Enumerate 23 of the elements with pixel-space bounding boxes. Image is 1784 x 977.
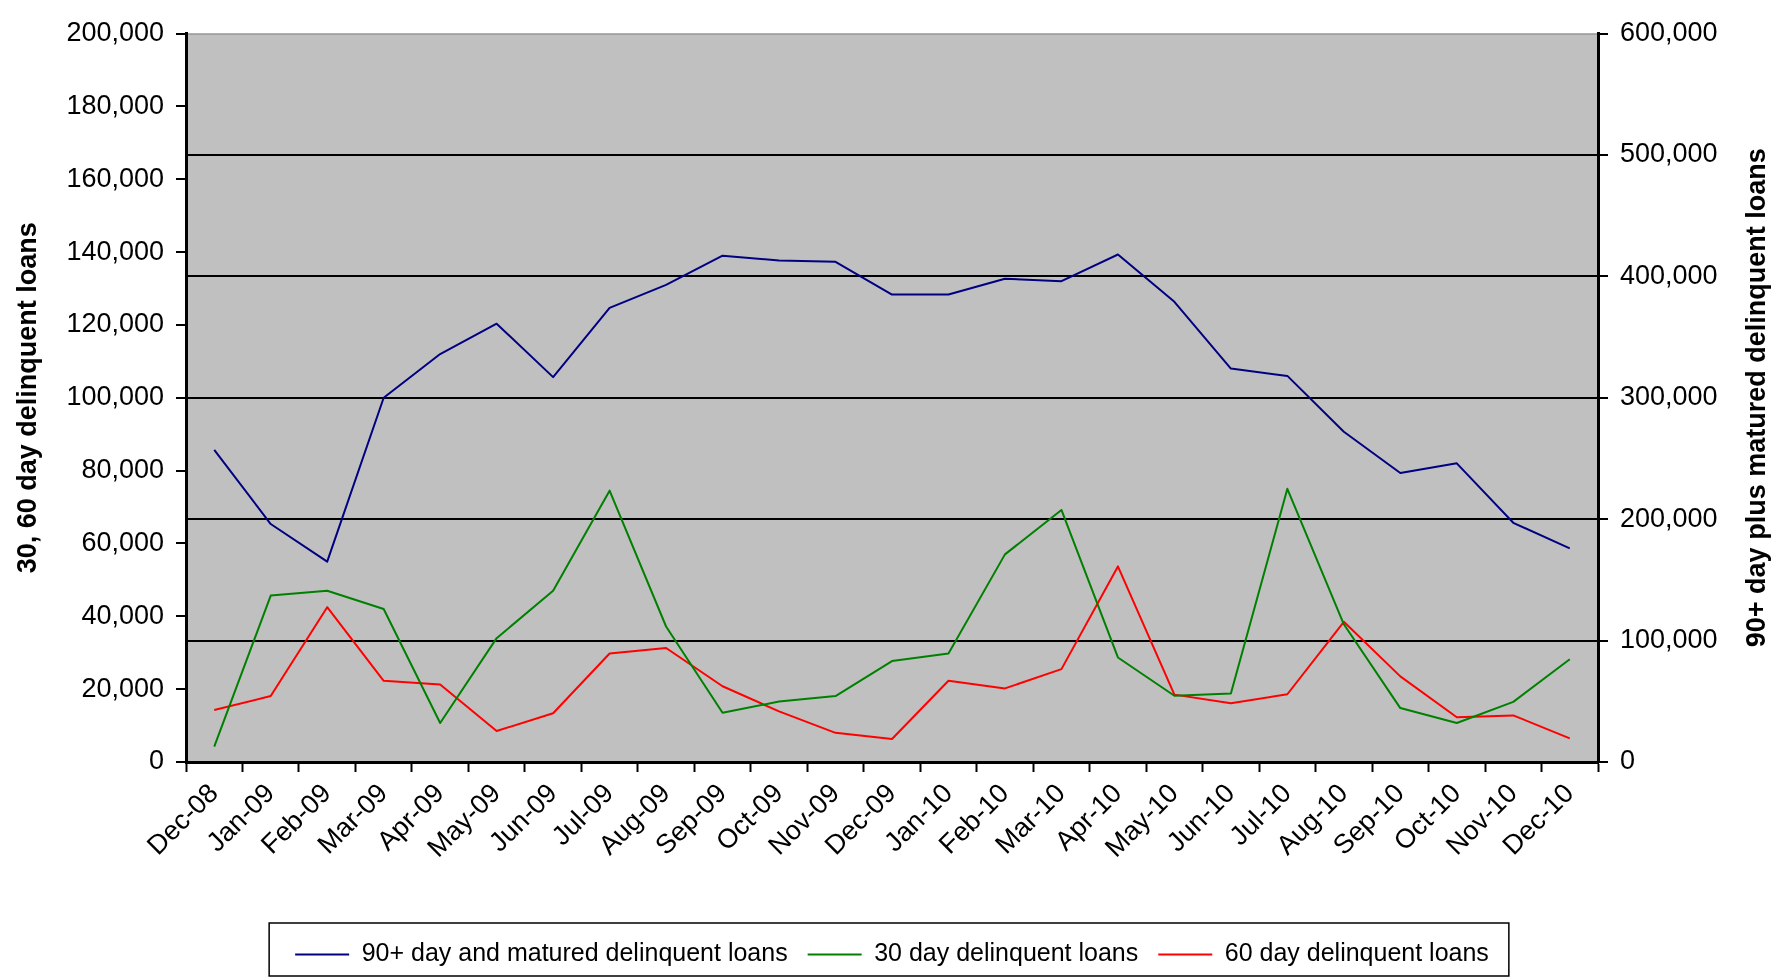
- y2-tick-label: 300,000: [1620, 381, 1718, 412]
- y2-tick-label: 400,000: [1620, 259, 1718, 290]
- y2-tick-label: 0: [1620, 745, 1636, 776]
- y-tick-label: 120,000: [66, 308, 164, 339]
- legend-label: 90+ day and matured delinquent loans: [361, 938, 788, 967]
- y2-axis-title: 90+ day plus matured delinquent loans: [1741, 148, 1772, 648]
- y2-tick-label: 100,000: [1620, 624, 1718, 655]
- legend-label: 60 day delinquent loans: [1224, 938, 1489, 967]
- y-tick-label: 20,000: [81, 672, 164, 703]
- y-tick-label: 60,000: [81, 526, 164, 557]
- legend-label: 30 day delinquent loans: [874, 938, 1139, 967]
- y-tick-label: 100,000: [66, 381, 164, 412]
- y2-tick-label: 600,000: [1620, 16, 1718, 47]
- y-tick-label: 160,000: [66, 162, 164, 193]
- y-tick-label: 0: [148, 745, 164, 776]
- y-tick-label: 140,000: [66, 235, 164, 266]
- y-tick-label: 80,000: [81, 454, 164, 485]
- y-tick-label: 200,000: [66, 16, 164, 47]
- y2-tick-label: 200,000: [1620, 502, 1718, 533]
- y-tick-label: 40,000: [81, 599, 164, 630]
- y-tick-label: 180,000: [66, 89, 164, 120]
- y2-tick-label: 500,000: [1620, 138, 1718, 169]
- y-axis-title: 30, 60 day delinquent loans: [11, 222, 42, 574]
